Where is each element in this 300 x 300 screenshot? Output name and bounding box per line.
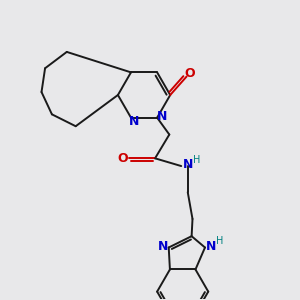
Text: N: N (158, 239, 168, 253)
Text: O: O (117, 152, 128, 165)
Text: H: H (216, 236, 223, 246)
Text: N: N (206, 239, 216, 253)
Text: N: N (183, 158, 193, 171)
Text: O: O (185, 67, 195, 80)
Text: H: H (193, 155, 200, 165)
Text: N: N (129, 115, 139, 128)
Text: N: N (157, 110, 168, 123)
